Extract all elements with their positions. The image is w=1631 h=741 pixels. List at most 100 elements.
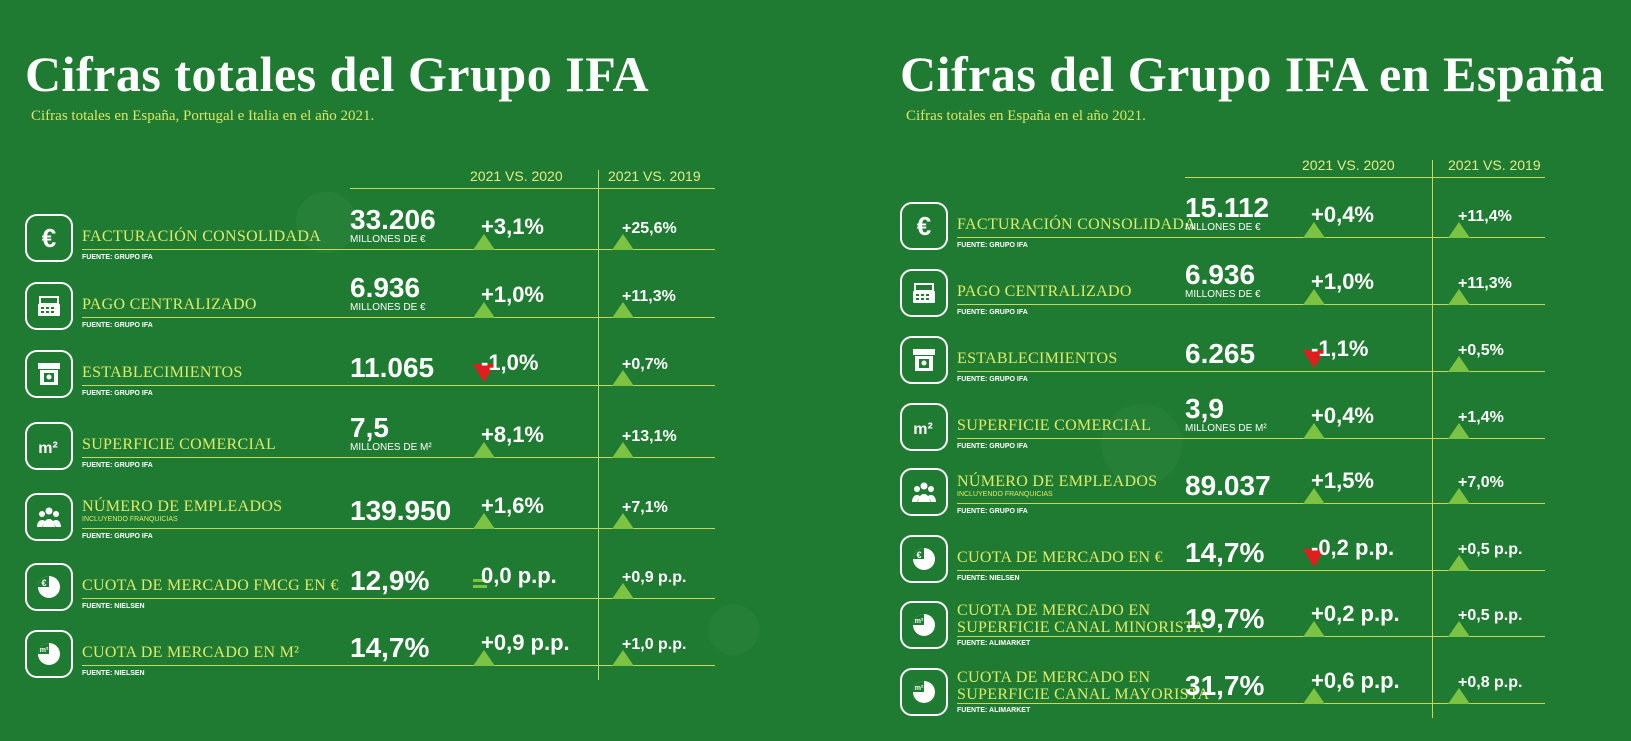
up-arrow-icon — [1448, 222, 1470, 238]
metric-source: FUENTE: GRUPO IFA — [957, 309, 1028, 316]
store-icon — [900, 336, 948, 384]
change-vs-2020: +8,1% — [481, 422, 544, 447]
svg-text:m²: m² — [913, 421, 933, 438]
metric-value: 33.206 — [350, 204, 436, 235]
metric-label: FACTURACIÓN CONSOLIDADA — [957, 216, 1197, 233]
change-vs-2020: +1,5% — [1311, 468, 1374, 493]
change-vs-2020: +3,1% — [481, 214, 544, 239]
change-vs-2020: +0,4% — [1311, 202, 1374, 227]
metric-label: SUPERFICIE COMERCIAL — [957, 417, 1152, 434]
metric-value: 12,9% — [350, 565, 430, 596]
svg-text:m²: m² — [915, 685, 924, 692]
square-meters-icon: m² — [900, 403, 948, 451]
up-arrow-icon — [612, 234, 634, 250]
metric-source: FUENTE: GRUPO IFA — [957, 376, 1028, 383]
down-arrow-icon — [1303, 350, 1325, 368]
people-icon — [25, 493, 73, 541]
header-divider — [1185, 177, 1545, 178]
up-arrow-icon — [1303, 423, 1325, 439]
up-arrow-icon — [1303, 222, 1325, 238]
square-meters-icon: m² — [25, 422, 73, 470]
metric-value: 11.065 — [350, 352, 435, 383]
row-divider — [957, 570, 1545, 571]
metric-value: 7,5 — [350, 412, 389, 443]
metric-source: FUENTE: GRUPO IFA — [957, 508, 1028, 515]
m2-pie-icon: m² — [900, 668, 948, 716]
row-divider — [82, 457, 715, 458]
metric-source: FUENTE: ALIMARKET — [957, 707, 1031, 714]
metric-unit: MILLONES DE € — [1185, 289, 1261, 300]
change-vs-2019: +0,8 p.p. — [1458, 674, 1523, 691]
metric-label: NÚMERO DE EMPLEADOS — [957, 473, 1158, 490]
store-icon — [25, 350, 73, 398]
metric-source: FUENTE: GRUPO IFA — [82, 390, 153, 397]
metric-value: 3,9 — [1185, 393, 1224, 424]
svg-text:€: € — [916, 550, 921, 560]
metric-label: PAGO CENTRALIZADO — [82, 296, 257, 313]
metric-label: FACTURACIÓN CONSOLIDADA — [82, 228, 322, 245]
metric-source: FUENTE: NIELSEN — [82, 603, 145, 610]
metric-label: CUOTA DE MERCADO EN — [957, 669, 1151, 686]
change-vs-2019: +7,0% — [1458, 474, 1504, 491]
up-arrow-icon — [473, 302, 495, 318]
row-divider — [957, 703, 1545, 704]
metric-value: 6.936 — [1185, 259, 1256, 290]
metric-label: ESTABLECIMIENTOS — [957, 350, 1118, 367]
metric-value: 19,7% — [1185, 603, 1265, 634]
euro-icon: € — [900, 202, 948, 250]
metric-source: FUENTE: GRUPO IFA — [82, 254, 153, 261]
metric-label-line2: SUPERFICIE CANAL MINORISTA — [957, 619, 1205, 636]
up-arrow-icon — [612, 442, 634, 458]
metric-source: FUENTE: GRUPO IFA — [957, 443, 1028, 450]
column-divider — [1432, 160, 1433, 718]
metric-sublabel: INCLUYENDO FRANQUICIAS — [957, 491, 1053, 498]
up-arrow-icon — [1448, 555, 1470, 571]
up-arrow-icon — [1303, 688, 1325, 704]
metric-value: 15.112 — [1185, 192, 1270, 223]
up-arrow-icon — [473, 234, 495, 250]
up-arrow-icon — [473, 513, 495, 529]
change-vs-2020: +0,6 p.p. — [1311, 668, 1400, 693]
change-vs-2019: +0,5% — [1458, 342, 1504, 359]
metric-label: CUOTA DE MERCADO EN € — [957, 549, 1163, 566]
row-divider — [82, 598, 715, 599]
down-arrow-icon — [473, 364, 495, 382]
row-divider — [82, 249, 715, 250]
change-vs-2020: -0,2 p.p. — [1311, 535, 1395, 560]
up-arrow-icon — [1303, 621, 1325, 637]
change-vs-2020: -1,0% — [481, 350, 539, 375]
up-arrow-icon — [612, 513, 634, 529]
up-arrow-icon — [1448, 423, 1470, 439]
euro-pie-icon: € — [900, 535, 948, 583]
up-arrow-icon — [612, 583, 634, 599]
change-vs-2020: +1,0% — [481, 282, 544, 307]
change-vs-2019: +11,4% — [1458, 208, 1512, 225]
metric-label-line2: SUPERFICIE CANAL MAYORISTA — [957, 686, 1210, 703]
metric-source: FUENTE: GRUPO IFA — [82, 322, 153, 329]
row-divider — [957, 371, 1545, 372]
metric-source: FUENTE: ALIMARKET — [957, 640, 1031, 647]
row-divider — [957, 503, 1545, 504]
change-vs-2019: +13,1% — [622, 428, 677, 445]
change-vs-2020: +0,9 p.p. — [481, 630, 570, 655]
metric-label: PAGO CENTRALIZADO — [957, 283, 1132, 300]
metric-label: CUOTA DE MERCADO EN M² — [82, 644, 300, 661]
header-divider — [350, 188, 715, 189]
people-icon — [900, 468, 948, 516]
change-vs-2020: +0,2 p.p. — [1311, 601, 1400, 626]
svg-text:m²: m² — [40, 647, 49, 654]
row-divider — [82, 385, 715, 386]
metric-source: FUENTE: NIELSEN — [82, 670, 145, 677]
down-arrow-icon — [1303, 549, 1325, 567]
metric-unit: MILLONES DE € — [350, 234, 426, 245]
change-vs-2019: +7,1% — [622, 499, 668, 516]
change-vs-2020: +0,4% — [1311, 403, 1374, 428]
metric-unit: MILLONES DE € — [1185, 222, 1261, 233]
page-title: Cifras del Grupo IFA en España — [900, 46, 1605, 102]
up-arrow-icon — [612, 302, 634, 318]
up-arrow-icon — [612, 370, 634, 386]
subtitle: Cifras totales en España en el año 2021. — [906, 108, 1146, 124]
row-divider — [957, 438, 1545, 439]
metric-value: 6.936 — [350, 272, 421, 303]
